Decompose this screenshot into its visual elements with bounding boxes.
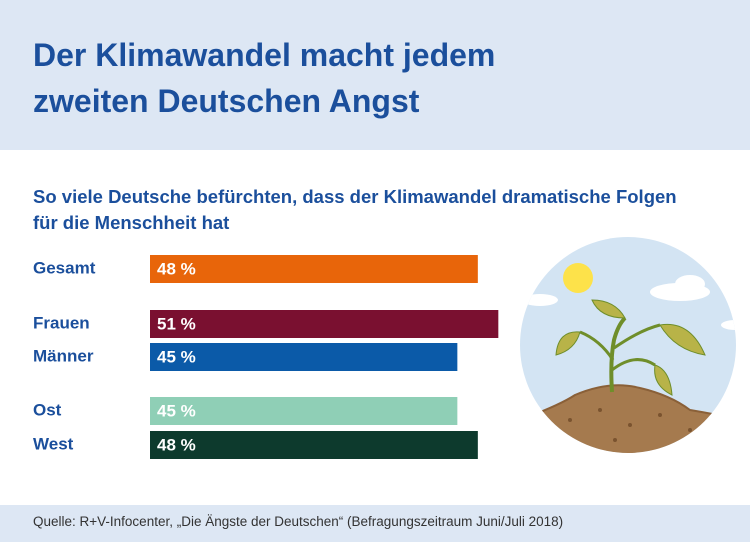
- bar: [150, 310, 499, 338]
- category-label: West: [33, 434, 74, 453]
- footer-band: [0, 505, 750, 542]
- source: Quelle: R+V-Infocenter, „Die Ängste der …: [33, 514, 564, 529]
- bar: [150, 397, 458, 425]
- illustration: [520, 237, 736, 453]
- bar: [150, 255, 478, 283]
- title: Der Klimawandel macht jedem zweiten Deut…: [33, 37, 496, 119]
- subtitle: So viele Deutsche befürchten, dass der K…: [33, 186, 677, 233]
- bar: [150, 431, 478, 459]
- category-label: Ost: [33, 400, 62, 419]
- category-label: Frauen: [33, 313, 90, 332]
- value-label: 45 %: [157, 401, 196, 420]
- bar: [150, 343, 458, 371]
- category-label: Gesamt: [33, 258, 96, 277]
- value-label: 51 %: [157, 314, 196, 333]
- value-label: 45 %: [157, 347, 196, 366]
- header-band: [0, 0, 750, 150]
- category-label: Männer: [33, 346, 94, 365]
- value-label: 48 %: [157, 435, 196, 454]
- value-label: 48 %: [157, 259, 196, 278]
